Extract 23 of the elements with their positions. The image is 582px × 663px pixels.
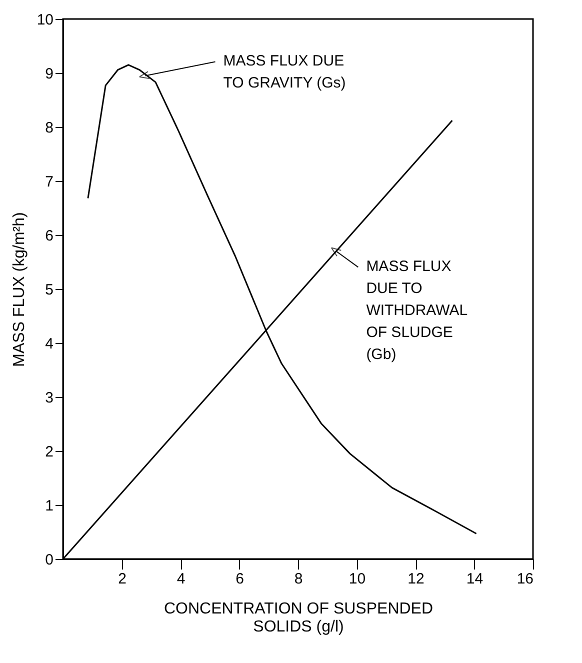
x-tick-label: 16 <box>516 570 534 588</box>
y-tick-label: 1 <box>45 498 54 514</box>
y-tick-label: 3 <box>45 390 54 406</box>
annotation: MASS FLUX DUE TO WITHDRAWAL OF SLUDGE (Gb) <box>366 258 468 364</box>
y-axis-title: MASS FLUX (kg/m²h) <box>10 212 28 367</box>
x-tick-label: 6 <box>236 570 244 588</box>
y-tick-label: 0 <box>45 552 54 568</box>
y-tick-label: 10 <box>36 12 54 28</box>
y-tick-label: 8 <box>45 120 54 136</box>
x-tick-label: 14 <box>466 570 484 588</box>
y-tick-label: 9 <box>45 66 54 82</box>
y-tick-label: 2 <box>45 444 54 460</box>
x-tick-label: 4 <box>176 570 186 588</box>
annotation: MASS FLUX DUE TO GRAVITY (Gs) <box>223 52 346 92</box>
x-axis-title: CONCENTRATION OF SUSPENDED SOLIDS (g/l) <box>164 600 434 636</box>
x-tick-label: 2 <box>118 570 126 588</box>
y-tick-label: 5 <box>45 282 54 298</box>
y-tick-label: 7 <box>45 174 54 190</box>
x-tick-label: 12 <box>408 570 424 588</box>
x-tick-label: 8 <box>294 570 303 588</box>
y-tick-label: 6 <box>45 228 54 244</box>
x-tick-label: 10 <box>348 570 366 588</box>
y-tick-label: 4 <box>45 336 54 352</box>
